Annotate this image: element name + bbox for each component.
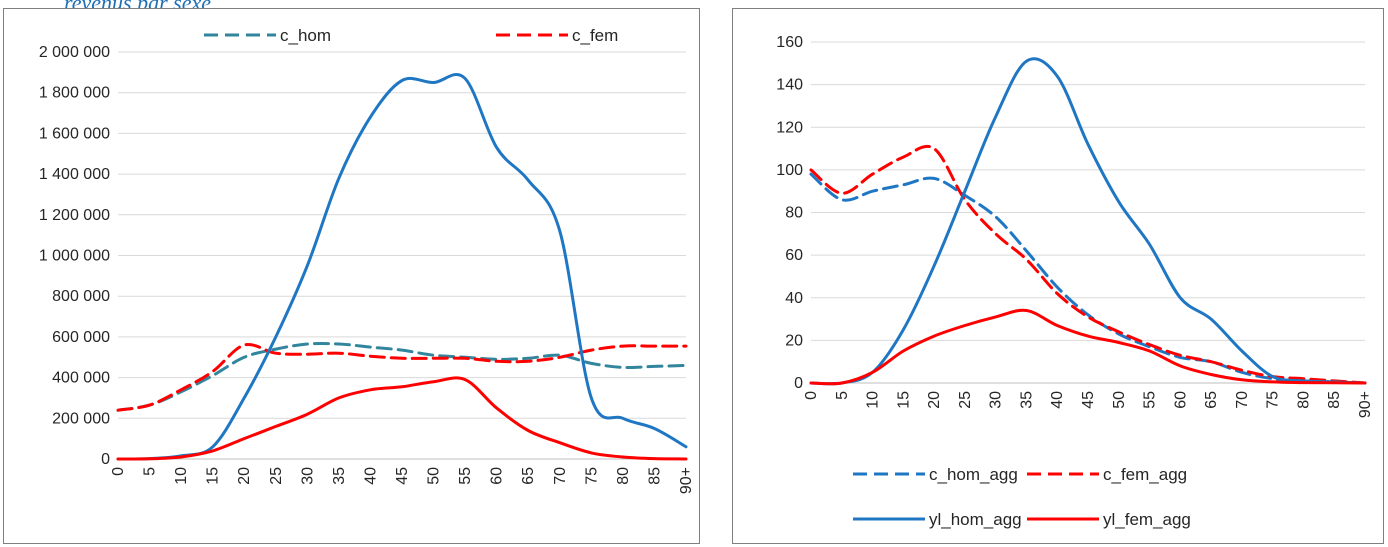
x-tick-label: 10: [173, 467, 190, 485]
series-line-c_hom_agg: [809, 172, 1367, 385]
y-tick-label: 2 000 000: [39, 44, 110, 61]
legend-label: c_hom_agg: [929, 465, 1018, 484]
x-tick-label: 15: [205, 467, 222, 485]
x-tick-label: 40: [362, 467, 379, 485]
y-tick-label: 1 400 000: [39, 166, 110, 183]
x-tick-label: 0: [803, 391, 820, 400]
y-tick-label: 80: [785, 205, 803, 222]
x-tick-label: 30: [988, 391, 1005, 409]
x-tick-label: 45: [1080, 391, 1097, 409]
series-line-series-3: [116, 376, 688, 461]
y-tick-label: 1 200 000: [39, 207, 110, 224]
x-tick-label: 70: [552, 467, 569, 485]
x-tick-label: 5: [834, 391, 851, 400]
x-tick-label: 80: [615, 467, 632, 485]
y-tick-label: 1 000 000: [39, 248, 110, 265]
y-tick-label: 1 600 000: [39, 125, 110, 142]
x-tick-label: 55: [457, 467, 474, 485]
x-tick-label: 65: [520, 467, 537, 485]
x-tick-label: 35: [1018, 391, 1035, 409]
chart-right-svg: 0 20 40 60 80 100 120 140 160 0 5 10 15 20 25 30 35 40 45 5…: [776, 34, 1374, 529]
y-tick-label: 120: [776, 119, 803, 136]
legend-label: yl_fem_agg: [1103, 510, 1191, 529]
x-tick-label: 10: [865, 391, 882, 409]
x-tick-label: 90+: [1357, 391, 1374, 418]
series-line-series-2: [116, 72, 688, 461]
series-line-yl_fem_agg: [809, 308, 1367, 386]
y-tick-label: 140: [776, 77, 803, 94]
y-tick-label: 100: [776, 162, 803, 179]
x-tick-label: 85: [646, 467, 663, 485]
x-tick-label: 35: [331, 467, 348, 485]
x-tick-label: 60: [1172, 391, 1189, 409]
chart-left-svg: 0 200 000 400 000 600 000 800 000 1 000 000 1 …: [39, 26, 695, 494]
y-tick-label: 600 000: [52, 329, 110, 346]
y-tick-label: 0: [101, 451, 110, 468]
x-tick-label: 55: [1142, 391, 1159, 409]
x-tick-label: 50: [1111, 391, 1128, 409]
x-tick-label: 25: [268, 467, 285, 485]
x-tick-label: 75: [1265, 391, 1282, 409]
x-tick-label: 75: [583, 467, 600, 485]
legend-label: c_fem: [572, 26, 618, 45]
chart-panel-left: 0 200 000 400 000 600 000 800 000 1 000 000 1 …: [3, 8, 700, 544]
legend-label: yl_hom_agg: [929, 510, 1022, 529]
x-tick-label: 15: [895, 391, 912, 409]
x-tick-label: 5: [142, 467, 159, 476]
x-tick-label: 90+: [678, 467, 695, 494]
x-tick-label: 0: [110, 467, 127, 476]
series-line-c_hom: [116, 342, 688, 412]
y-tick-label: 1 800 000: [39, 85, 110, 102]
y-tick-label: 20: [785, 332, 803, 349]
chart-panel-right: 0 20 40 60 80 100 120 140 160 0 5 10 15 20 25 30 35 40 45 5…: [732, 8, 1384, 544]
x-tick-label: 20: [926, 391, 943, 409]
x-tick-label: 20: [236, 467, 253, 485]
x-tick-label: 60: [489, 467, 506, 485]
x-tick-label: 40: [1049, 391, 1066, 409]
x-tick-label: 80: [1295, 391, 1312, 409]
legend-label: c_hom: [280, 26, 331, 45]
y-tick-label: 800 000: [52, 288, 110, 305]
x-tick-label: 50: [426, 467, 443, 485]
y-tick-label: 60: [785, 247, 803, 264]
y-tick-label: 40: [785, 290, 803, 307]
x-tick-label: 45: [394, 467, 411, 485]
x-tick-label: 65: [1203, 391, 1220, 409]
y-tick-label: 200 000: [52, 410, 110, 427]
x-tick-label: 30: [299, 467, 316, 485]
x-tick-label: 25: [957, 391, 974, 409]
series-line-c_fem: [116, 342, 688, 412]
x-tick-label: 70: [1234, 391, 1251, 409]
series-line-yl_hom_agg: [809, 57, 1367, 386]
y-tick-label: 160: [776, 34, 803, 51]
y-tick-label: 400 000: [52, 370, 110, 387]
x-tick-label: 85: [1326, 391, 1343, 409]
y-tick-label: 0: [794, 375, 803, 392]
legend-label: c_fem_agg: [1103, 465, 1187, 484]
